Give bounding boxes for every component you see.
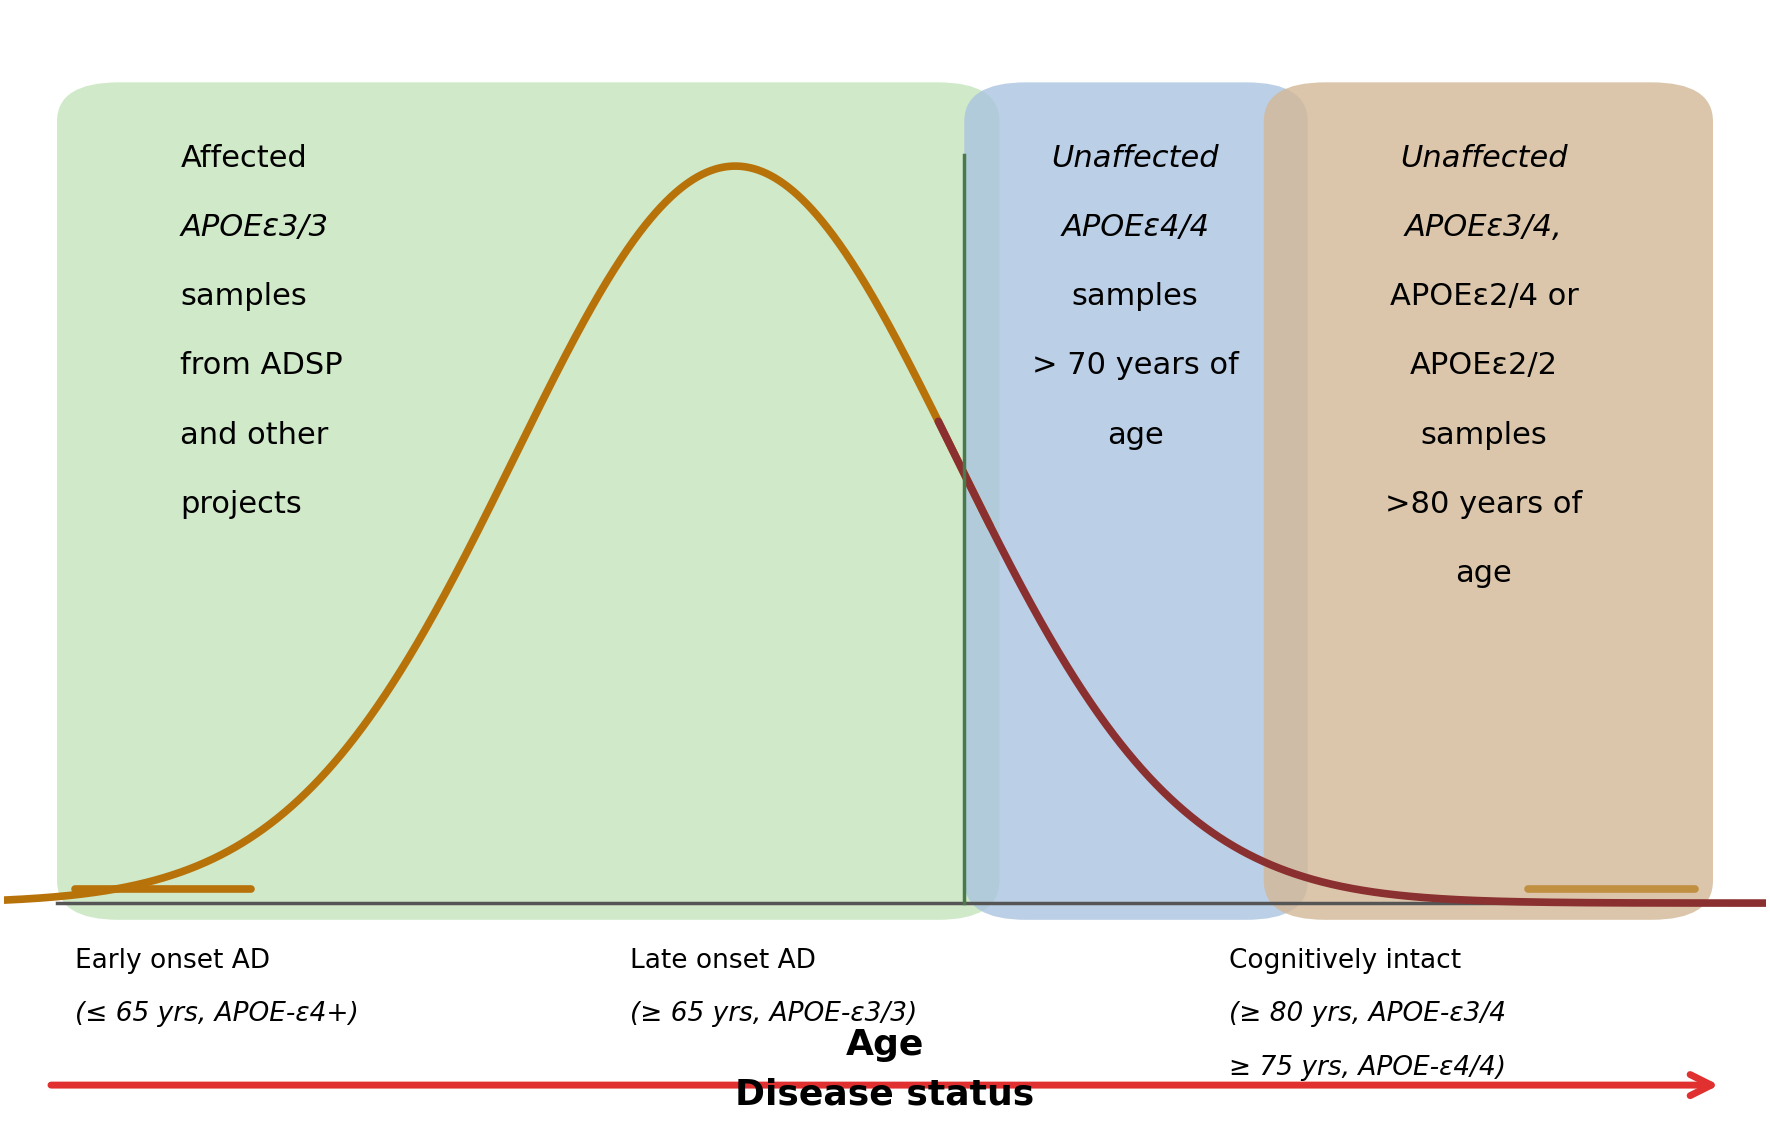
Text: samples: samples [1073, 282, 1198, 312]
Text: Cognitively intact: Cognitively intact [1228, 947, 1460, 974]
FancyBboxPatch shape [965, 82, 1308, 920]
Text: Early onset AD: Early onset AD [74, 947, 269, 974]
Text: age: age [1106, 421, 1163, 450]
Text: Unaffected: Unaffected [1051, 144, 1220, 173]
FancyBboxPatch shape [1264, 82, 1713, 920]
Text: APOEε4/4: APOEε4/4 [1062, 213, 1209, 242]
Text: (≤ 65 yrs, APOE-ε4+): (≤ 65 yrs, APOE-ε4+) [74, 1001, 358, 1027]
Text: projects: projects [181, 489, 303, 519]
Text: (≥ 80 yrs, APOE-ε3/4: (≥ 80 yrs, APOE-ε3/4 [1228, 1001, 1506, 1027]
Text: (≥ 65 yrs, APOE-ε3/3): (≥ 65 yrs, APOE-ε3/3) [630, 1001, 917, 1027]
Text: Disease status: Disease status [735, 1078, 1035, 1112]
Text: > 70 years of: > 70 years of [1032, 351, 1239, 380]
Text: samples: samples [1421, 421, 1547, 450]
Text: ≥ 75 yrs, APOE-ε4/4): ≥ 75 yrs, APOE-ε4/4) [1228, 1055, 1506, 1081]
Text: APOEε2/2: APOEε2/2 [1411, 351, 1558, 380]
Text: Age: Age [846, 1028, 924, 1062]
Text: APOEε3/3: APOEε3/3 [181, 213, 327, 242]
Text: Late onset AD: Late onset AD [630, 947, 816, 974]
Text: age: age [1455, 559, 1512, 588]
Text: and other: and other [181, 421, 329, 450]
FancyBboxPatch shape [57, 82, 1000, 920]
Text: >80 years of: >80 years of [1386, 489, 1582, 519]
Text: samples: samples [181, 282, 306, 312]
Text: APOEε3/4,: APOEε3/4, [1405, 213, 1563, 242]
Text: from ADSP: from ADSP [181, 351, 343, 380]
Text: Affected: Affected [181, 144, 306, 173]
Text: Unaffected: Unaffected [1400, 144, 1568, 173]
Text: APOEε2/4 or: APOEε2/4 or [1389, 282, 1579, 312]
